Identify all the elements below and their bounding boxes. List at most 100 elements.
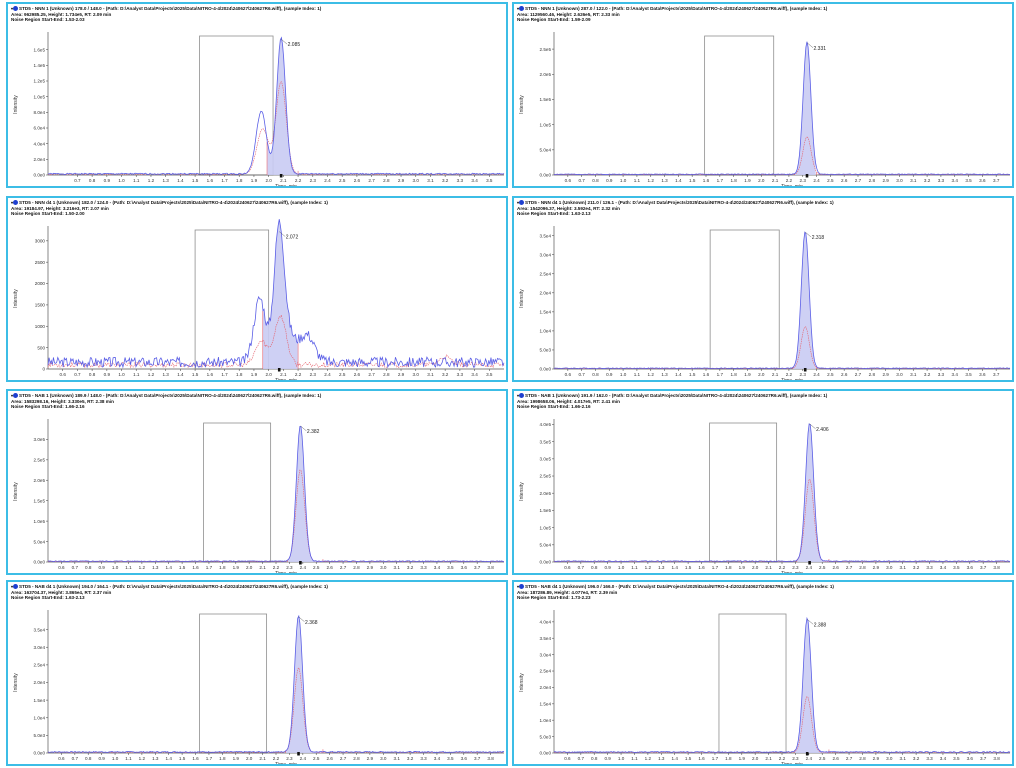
dropdown-arrow-icon[interactable]: ▾	[11, 200, 14, 205]
x-tick-label: 0.9	[98, 756, 105, 761]
x-tick-label: 2.1	[280, 178, 287, 183]
chromatogram-panel[interactable]: ▾ STD5 - NNN 1 (Unknown) 178.0 / 148.0 - …	[6, 2, 508, 188]
noise-region-info: Noise Region Start-End: 1.53-2.03	[11, 17, 85, 23]
x-tick-label: 2.5	[339, 372, 346, 377]
x-tick-label: 1.4	[675, 178, 682, 183]
chromatogram-panel[interactable]: ▾ STD5 - NNN 1 (Unknown) 287.0 / 122.0 - …	[512, 2, 1014, 188]
chromatogram-plot[interactable]: 0.0e0 5.0e3 1.0e4 1.5e4 2.0e4 2.5e4 3.0e4 3.5e4…	[8, 582, 506, 764]
chromatogram-panel[interactable]: ▾ STD5 - NAB d4 1 (Unknown) 194.0 / 164.1…	[6, 580, 508, 766]
dropdown-arrow-icon[interactable]: ▾	[517, 584, 520, 589]
x-tick-label: 0.7	[72, 756, 79, 761]
noise-region-info: Noise Region Start-End: 1.66-2.16	[11, 404, 85, 410]
x-tick-label: 2.0	[752, 756, 759, 761]
y-tick-label: 3.5e4	[34, 627, 46, 632]
x-tick-label: 2.6	[832, 565, 839, 570]
reference-trace	[553, 478, 1011, 563]
x-tick-label: 1.2	[648, 178, 655, 183]
x-tick-label: 0.9	[104, 372, 111, 377]
x-tick-label: 0.9	[604, 565, 611, 570]
noise-region-box	[709, 422, 778, 563]
peak-label-leader	[300, 425, 307, 432]
peak-area-info: Area: 187286.89, Height: 4.077e4, RT: 2.…	[517, 589, 618, 595]
y-tick-label: 1.6e5	[34, 47, 46, 52]
x-tick-label: 3.0	[896, 178, 903, 183]
chromatogram-plot[interactable]: 0.0e0 5.0e4 1.0e5 1.5e5 2.0e5 2.5e5 0.6 0.7 0.8 0…	[514, 4, 1012, 186]
x-tick-label: 3.6	[461, 756, 468, 761]
noise-region-box	[199, 613, 268, 754]
y-tick-label: 2.5e4	[34, 663, 46, 668]
header-title-row: ▾ STD5 - NAB 1 (Unknown) 191.9 / 162.0 - …	[517, 393, 827, 399]
chromatogram-plot[interactable]: 0.0e0 5.0e4 1.0e5 1.5e5 2.0e5 2.5e5 3.0e5 3.5e5…	[514, 391, 1012, 573]
chromatogram-panel[interactable]: ▾ STD5 - NAB 1 (Unknown) 191.9 / 162.0 - …	[512, 389, 1014, 575]
reference-trace	[47, 667, 505, 753]
x-tick-label: 3.1	[394, 756, 401, 761]
y-tick-label: 2000	[35, 281, 46, 286]
y-tick-label: 0.0e0	[540, 560, 552, 565]
y-tick-label: 2500	[35, 260, 46, 265]
y-tick-label: 5.0e4	[34, 539, 46, 544]
dropdown-arrow-icon[interactable]: ▾	[517, 393, 520, 398]
x-tick-label: 2.8	[353, 756, 360, 761]
y-tick-label: 1.2e5	[34, 79, 46, 84]
x-tick-label: 1.4	[177, 178, 184, 183]
y-tick-label: 0.0e0	[540, 367, 552, 372]
x-tick-label: 1.7	[717, 178, 724, 183]
x-tick-label: 1.3	[658, 756, 665, 761]
dropdown-arrow-icon[interactable]: ▾	[11, 393, 14, 398]
x-tick-label: 1.3	[658, 565, 665, 570]
y-tick-label: 4.0e4	[34, 141, 46, 146]
chromatogram-panel[interactable]: ▾ STD5 - NNN d4 1 (Unknown) 211.0 / 126.1…	[512, 196, 1014, 382]
noise-region-info: Noise Region Start-End: 1.50-2.00	[11, 211, 85, 217]
x-tick-label: 2.7	[368, 372, 375, 377]
x-tick-label: 3.8	[993, 565, 1000, 570]
x-tick-label: 3.1	[394, 565, 401, 570]
chromatogram-panel[interactable]: ▾ STD5 - NAB 1 (Unknown) 189.9 / 148.0 - …	[6, 389, 508, 575]
x-tick-label: 2.8	[869, 178, 876, 183]
chromatogram-plot[interactable]: 0.0e0 5.0e4 1.0e5 1.5e5 2.0e5 2.5e5 3.0e5 0.6 0.…	[8, 391, 506, 573]
x-tick-label: 2.2	[779, 565, 786, 570]
x-tick-label: 3.7	[993, 178, 1000, 183]
y-axis-label: Intensity	[13, 289, 19, 308]
x-tick-label: 3.6	[461, 565, 468, 570]
sample-dot-icon	[13, 200, 19, 206]
y-tick-label: 5.0e4	[540, 543, 552, 548]
peak-label-leader	[298, 616, 305, 622]
x-tick-label: 1.6	[703, 178, 710, 183]
x-tick-label: 3.8	[487, 565, 494, 570]
x-tick-label: 3.1	[427, 178, 434, 183]
x-tick-label: 2.0	[265, 372, 272, 377]
x-tick-label: 2.7	[340, 756, 347, 761]
y-axis-label: Intensity	[13, 482, 19, 501]
x-tick-label: 2.9	[367, 756, 374, 761]
dropdown-arrow-icon[interactable]: ▾	[11, 6, 14, 11]
panel-header: ▾ STD5 - NNN 1 (Unknown) 287.0 / 122.0 - …	[517, 6, 827, 23]
chromatogram-plot[interactable]: 0.0e0 5.0e3 1.0e4 1.5e4 2.0e4 2.5e4 3.0e4 3.5e4…	[514, 198, 1012, 380]
y-tick-label: 1.0e5	[540, 525, 552, 530]
apex-marker	[297, 752, 300, 756]
chromatogram-panel[interactable]: ▾ STD5 - NNN d4 1 (Unknown) 182.0 / 124.0…	[6, 196, 508, 382]
x-tick-label: 2.1	[280, 372, 287, 377]
x-tick-label: 2.2	[273, 565, 280, 570]
apex-marker	[279, 174, 283, 178]
chromatogram-plot[interactable]: 0 500 1000 1500 2000 2500 3000 0.6 0.7 0.8 0.9 1.0 1…	[8, 198, 506, 380]
x-tick-label: 1.0	[618, 756, 625, 761]
y-axis-label: Intensity	[519, 673, 525, 692]
x-tick-label: 2.8	[859, 756, 866, 761]
dropdown-arrow-icon[interactable]: ▾	[517, 6, 520, 11]
x-tick-label: 1.0	[112, 756, 119, 761]
x-tick-label: 2.0	[246, 565, 253, 570]
x-tick-label: 3.3	[457, 178, 464, 183]
x-tick-label: 1.1	[634, 372, 641, 377]
chromatogram-panel[interactable]: ▾ STD5 - NAB d4 1 (Unknown) 196.0 / 166.0…	[512, 580, 1014, 766]
x-tick-label: 1.1	[133, 178, 140, 183]
x-tick-label: 1.9	[233, 565, 240, 570]
dropdown-arrow-icon[interactable]: ▾	[517, 200, 520, 205]
chromatogram-plot[interactable]: 0.0e0 2.0e4 4.0e4 6.0e4 8.0e4 1.0e5 1.2e5 1.4e5…	[8, 4, 506, 186]
x-tick-label: 2.1	[259, 565, 266, 570]
x-axis-label: Time, min	[275, 571, 297, 573]
x-axis-label: Time, min	[275, 184, 297, 186]
sample-trace	[47, 425, 505, 563]
chromatogram-plot[interactable]: 0.0e0 5.0e3 1.0e4 1.5e4 2.0e4 2.5e4 3.0e4 3.5e4…	[514, 582, 1012, 764]
x-tick-label: 2.3	[792, 756, 799, 761]
dropdown-arrow-icon[interactable]: ▾	[11, 584, 14, 589]
